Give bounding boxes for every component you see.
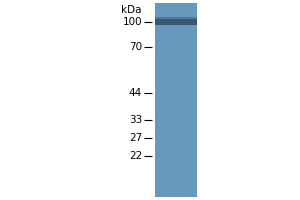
Text: 33: 33 — [129, 115, 142, 125]
Text: 100: 100 — [122, 17, 142, 27]
Bar — [155, 17, 197, 19]
Text: 70: 70 — [129, 42, 142, 52]
Text: 44: 44 — [129, 88, 142, 98]
Text: kDa: kDa — [122, 5, 142, 15]
Text: 27: 27 — [129, 133, 142, 143]
Bar — [155, 3, 197, 197]
Text: 22: 22 — [129, 151, 142, 161]
Bar — [155, 19, 197, 25]
